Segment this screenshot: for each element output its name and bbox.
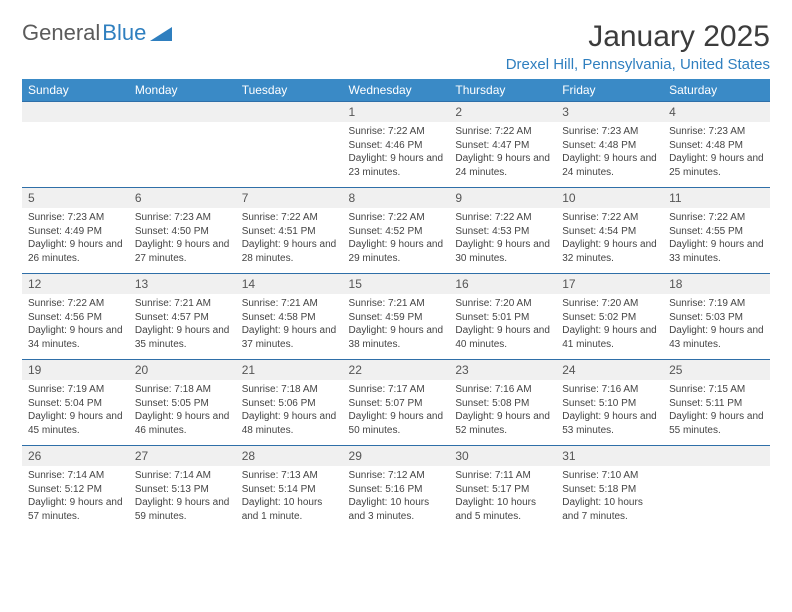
day-detail-cell: Sunrise: 7:18 AMSunset: 5:05 PMDaylight:… [129, 380, 236, 446]
day-detail-cell: Sunrise: 7:23 AMSunset: 4:48 PMDaylight:… [663, 122, 770, 188]
calendar-table: SundayMondayTuesdayWednesdayThursdayFrid… [22, 79, 770, 531]
day-number-cell: 23 [449, 360, 556, 381]
day-detail-cell: Sunrise: 7:12 AMSunset: 5:16 PMDaylight:… [343, 466, 450, 531]
day-number-cell: 28 [236, 446, 343, 467]
day-number-cell: 1 [343, 102, 450, 123]
day-detail-cell: Sunrise: 7:22 AMSunset: 4:53 PMDaylight:… [449, 208, 556, 274]
day-number-cell: 11 [663, 188, 770, 209]
day-number-cell: 7 [236, 188, 343, 209]
day-detail-cell: Sunrise: 7:21 AMSunset: 4:57 PMDaylight:… [129, 294, 236, 360]
day-number-cell: 17 [556, 274, 663, 295]
day-number-cell: 31 [556, 446, 663, 467]
location-subtitle: Drexel Hill, Pennsylvania, United States [506, 56, 770, 73]
day-header: Saturday [663, 79, 770, 102]
day-detail-cell: Sunrise: 7:22 AMSunset: 4:52 PMDaylight:… [343, 208, 450, 274]
day-header: Monday [129, 79, 236, 102]
day-detail-cell: Sunrise: 7:14 AMSunset: 5:12 PMDaylight:… [22, 466, 129, 531]
day-number-cell: 25 [663, 360, 770, 381]
day-detail-cell: Sunrise: 7:23 AMSunset: 4:50 PMDaylight:… [129, 208, 236, 274]
day-header: Friday [556, 79, 663, 102]
day-number-cell: 26 [22, 446, 129, 467]
day-detail-cell: Sunrise: 7:22 AMSunset: 4:46 PMDaylight:… [343, 122, 450, 188]
day-detail-cell [236, 122, 343, 188]
day-number-cell: 29 [343, 446, 450, 467]
day-detail-cell: Sunrise: 7:17 AMSunset: 5:07 PMDaylight:… [343, 380, 450, 446]
header: GeneralBlue January 2025 Drexel Hill, Pe… [22, 20, 770, 73]
day-detail-cell: Sunrise: 7:13 AMSunset: 5:14 PMDaylight:… [236, 466, 343, 531]
day-detail-cell: Sunrise: 7:20 AMSunset: 5:02 PMDaylight:… [556, 294, 663, 360]
day-number-cell: 6 [129, 188, 236, 209]
day-number-cell: 5 [22, 188, 129, 209]
day-number-cell [22, 102, 129, 123]
day-detail-cell: Sunrise: 7:22 AMSunset: 4:47 PMDaylight:… [449, 122, 556, 188]
day-detail-cell: Sunrise: 7:14 AMSunset: 5:13 PMDaylight:… [129, 466, 236, 531]
day-detail-cell: Sunrise: 7:21 AMSunset: 4:59 PMDaylight:… [343, 294, 450, 360]
month-title: January 2025 [506, 20, 770, 54]
day-number-cell: 18 [663, 274, 770, 295]
day-detail-cell: Sunrise: 7:19 AMSunset: 5:04 PMDaylight:… [22, 380, 129, 446]
day-number-cell: 16 [449, 274, 556, 295]
day-number-cell [663, 446, 770, 467]
day-detail-cell: Sunrise: 7:11 AMSunset: 5:17 PMDaylight:… [449, 466, 556, 531]
day-number-cell: 15 [343, 274, 450, 295]
day-number-cell: 12 [22, 274, 129, 295]
day-detail-cell: Sunrise: 7:16 AMSunset: 5:10 PMDaylight:… [556, 380, 663, 446]
day-number-cell: 22 [343, 360, 450, 381]
day-number-cell: 24 [556, 360, 663, 381]
brand-logo: GeneralBlue [22, 20, 172, 46]
day-header: Sunday [22, 79, 129, 102]
day-header: Wednesday [343, 79, 450, 102]
day-detail-cell: Sunrise: 7:23 AMSunset: 4:48 PMDaylight:… [556, 122, 663, 188]
day-number-cell: 8 [343, 188, 450, 209]
day-header: Thursday [449, 79, 556, 102]
day-detail-cell: Sunrise: 7:22 AMSunset: 4:56 PMDaylight:… [22, 294, 129, 360]
day-number-cell: 13 [129, 274, 236, 295]
day-detail-cell: Sunrise: 7:15 AMSunset: 5:11 PMDaylight:… [663, 380, 770, 446]
day-detail-cell [129, 122, 236, 188]
day-number-cell: 20 [129, 360, 236, 381]
day-detail-cell: Sunrise: 7:16 AMSunset: 5:08 PMDaylight:… [449, 380, 556, 446]
day-number-cell: 21 [236, 360, 343, 381]
day-detail-cell [663, 466, 770, 531]
brand-triangle-icon [150, 25, 172, 41]
day-number-cell: 2 [449, 102, 556, 123]
day-number-cell: 4 [663, 102, 770, 123]
day-detail-cell: Sunrise: 7:22 AMSunset: 4:51 PMDaylight:… [236, 208, 343, 274]
day-number-cell: 19 [22, 360, 129, 381]
day-number-cell [236, 102, 343, 123]
day-detail-cell: Sunrise: 7:19 AMSunset: 5:03 PMDaylight:… [663, 294, 770, 360]
brand-general: General [22, 20, 100, 46]
day-number-cell: 9 [449, 188, 556, 209]
day-detail-cell: Sunrise: 7:23 AMSunset: 4:49 PMDaylight:… [22, 208, 129, 274]
day-header: Tuesday [236, 79, 343, 102]
day-number-cell: 10 [556, 188, 663, 209]
day-number-cell: 30 [449, 446, 556, 467]
day-number-cell: 3 [556, 102, 663, 123]
day-detail-cell: Sunrise: 7:21 AMSunset: 4:58 PMDaylight:… [236, 294, 343, 360]
day-detail-cell: Sunrise: 7:10 AMSunset: 5:18 PMDaylight:… [556, 466, 663, 531]
day-number-cell: 27 [129, 446, 236, 467]
day-number-cell: 14 [236, 274, 343, 295]
day-detail-cell: Sunrise: 7:22 AMSunset: 4:54 PMDaylight:… [556, 208, 663, 274]
day-number-cell [129, 102, 236, 123]
day-detail-cell: Sunrise: 7:22 AMSunset: 4:55 PMDaylight:… [663, 208, 770, 274]
day-detail-cell: Sunrise: 7:20 AMSunset: 5:01 PMDaylight:… [449, 294, 556, 360]
day-detail-cell: Sunrise: 7:18 AMSunset: 5:06 PMDaylight:… [236, 380, 343, 446]
day-detail-cell [22, 122, 129, 188]
brand-blue: Blue [102, 20, 146, 46]
